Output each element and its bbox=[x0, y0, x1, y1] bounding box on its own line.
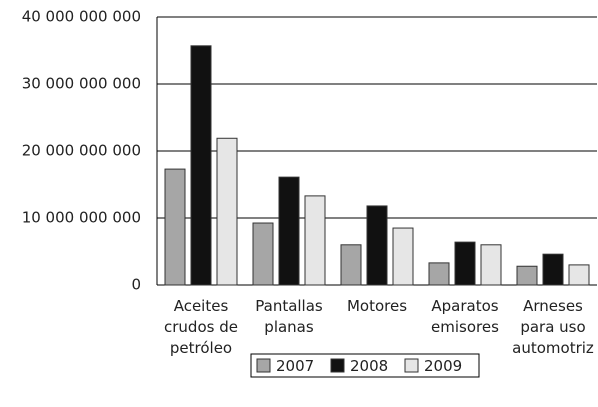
bar bbox=[454, 241, 476, 286]
bar bbox=[568, 264, 590, 286]
bar bbox=[190, 45, 212, 286]
x-tick-label: Aparatos emisores bbox=[431, 297, 499, 336]
bar bbox=[252, 222, 274, 286]
bar bbox=[304, 195, 326, 286]
legend-swatch bbox=[404, 358, 419, 373]
legend-label: 2008 bbox=[350, 357, 388, 375]
x-tick-label: Motores bbox=[346, 297, 408, 315]
x-tick-label: Pantallas planas bbox=[255, 297, 323, 336]
y-tick-label: 0 bbox=[131, 276, 141, 294]
bar bbox=[340, 244, 362, 286]
bar bbox=[278, 176, 300, 286]
bar bbox=[392, 227, 414, 286]
bar bbox=[216, 137, 238, 286]
x-tick-label: Aceites crudos de petróleo bbox=[164, 297, 238, 357]
y-tick-label: 40 000 000 000 bbox=[22, 8, 141, 26]
legend-swatch bbox=[256, 358, 271, 373]
legend-swatch bbox=[330, 358, 345, 373]
bar bbox=[428, 262, 450, 286]
legend-label: 2009 bbox=[424, 357, 462, 375]
legend-box bbox=[250, 353, 480, 378]
bar bbox=[542, 253, 564, 286]
bar bbox=[480, 244, 502, 286]
legend-label: 2007 bbox=[276, 357, 314, 375]
bar bbox=[164, 168, 186, 286]
bar bbox=[366, 205, 388, 286]
y-tick-label: 20 000 000 000 bbox=[22, 142, 141, 160]
y-tick-label: 10 000 000 000 bbox=[22, 209, 141, 227]
x-tick-label: Arneses para uso automotriz bbox=[512, 297, 594, 357]
y-tick-label: 30 000 000 000 bbox=[22, 75, 141, 93]
bar bbox=[516, 265, 538, 286]
